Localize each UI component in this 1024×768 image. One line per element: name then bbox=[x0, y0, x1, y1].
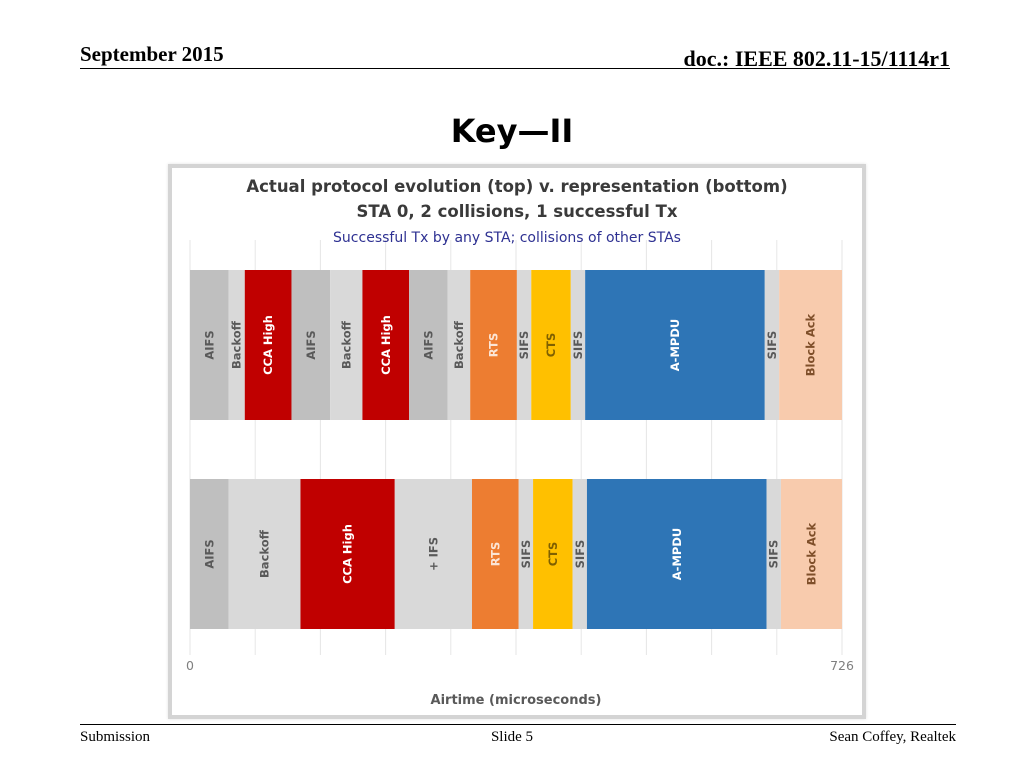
bar-segment-bottom-ifs bbox=[394, 479, 472, 629]
bar-label-top-block-ack: Block Ack bbox=[804, 313, 818, 376]
bar-segment-top-cts bbox=[531, 270, 571, 420]
bar-segment-bottom-cca-high bbox=[300, 479, 395, 629]
bar-label-bottom-rts: RTS bbox=[488, 542, 502, 566]
bar-label-top-aifs: AIFS bbox=[421, 330, 435, 359]
bar-label-top-cca-high: CCA High bbox=[261, 315, 275, 375]
x-tick-label-max: 726 bbox=[830, 658, 854, 673]
bar-segment-top-aifs bbox=[409, 270, 448, 420]
x-tick-label-min: 0 bbox=[186, 658, 194, 673]
bar-label-top-backoff: Backoff bbox=[230, 320, 244, 369]
footer-submission: Submission bbox=[80, 729, 151, 745]
protocol-chart: AIFS Backoff CCA High AIFS Backoff CCA High AI… bbox=[186, 177, 854, 708]
bar-label-top-aifs: AIFS bbox=[202, 330, 216, 359]
header-rule bbox=[80, 68, 950, 69]
bar-segment-bottom-backoff bbox=[228, 479, 301, 629]
bar-label-top-cca-high: CCA High bbox=[379, 315, 393, 375]
x-axis-label: Airtime (microseconds) bbox=[431, 693, 602, 708]
bar-segment-top-a-mpdu bbox=[585, 270, 765, 420]
bar-segment-top-cca-high bbox=[244, 270, 292, 420]
bar-segment-top-backoff bbox=[228, 270, 245, 420]
header-date: September 2015 bbox=[80, 42, 224, 66]
bar-layer: AIFS Backoff CCA High AIFS Backoff CCA High AI… bbox=[190, 270, 842, 629]
bar-label-top-rts: RTS bbox=[487, 333, 501, 357]
bar-label-bottom-cca-high: CCA High bbox=[341, 524, 355, 584]
bar-label-bottom-sifs: SIFS bbox=[767, 540, 781, 569]
bar-label-bottom-sifs: SIFS bbox=[573, 540, 587, 569]
footer-slide-number: Slide 5 bbox=[490, 729, 534, 745]
bar-label-top-sifs: SIFS bbox=[765, 331, 779, 360]
bar-label-bottom-aifs: AIFS bbox=[202, 539, 216, 568]
bar-segment-top-aifs bbox=[190, 270, 229, 420]
bar-segment-top-cca-high bbox=[362, 270, 410, 420]
slide-title: Key—II bbox=[450, 112, 574, 150]
bar-label-top-a-mpdu: A-MPDU bbox=[668, 319, 682, 371]
bar-label-top-aifs: AIFS bbox=[304, 330, 318, 359]
chart-annotation: Successful Tx by any STA; collisions of … bbox=[333, 230, 681, 246]
bar-segment-top-backoff bbox=[330, 270, 363, 420]
bar-segment-top-rts bbox=[470, 270, 517, 420]
bar-segment-bottom-a-mpdu bbox=[586, 479, 767, 629]
header-doc-id: doc.: IEEE 802.11-15/1114r1 bbox=[683, 46, 950, 71]
bar-segment-top-sifs bbox=[570, 270, 586, 420]
bar-segment-bottom-sifs bbox=[766, 479, 781, 629]
chart-subtitle: STA 0, 2 collisions, 1 successful Tx bbox=[357, 202, 678, 221]
bar-segment-bottom-sifs bbox=[518, 479, 534, 629]
bar-segment-bottom-cts bbox=[533, 479, 573, 629]
bar-label-bottom-cts: CTS bbox=[546, 542, 560, 567]
bar-segment-bottom-rts bbox=[471, 479, 519, 629]
bar-label-top-cts: CTS bbox=[544, 333, 558, 358]
bar-label-top-backoff: Backoff bbox=[339, 320, 353, 369]
bar-segment-bottom-aifs bbox=[190, 479, 229, 629]
bar-segment-top-sifs bbox=[764, 270, 780, 420]
bar-label-top-sifs: SIFS bbox=[571, 331, 585, 360]
bar-label-top-sifs: SIFS bbox=[517, 331, 531, 360]
bar-segment-bottom-sifs bbox=[572, 479, 587, 629]
bar-segment-top-sifs bbox=[516, 270, 532, 420]
footer-rule bbox=[80, 724, 956, 725]
bar-label-bottom-block-ack: Block Ack bbox=[804, 522, 818, 585]
chart-frame: AIFS Backoff CCA High AIFS Backoff CCA High AI… bbox=[168, 164, 866, 719]
footer-author: Sean Coffey, Realtek bbox=[829, 729, 956, 745]
bar-segment-top-aifs bbox=[291, 270, 331, 420]
bar-label-bottom-backoff: Backoff bbox=[258, 529, 272, 578]
bar-segment-top-block-ack bbox=[779, 270, 842, 420]
bar-segment-bottom-block-ack bbox=[780, 479, 842, 629]
bar-label-bottom-ifs: + IFS bbox=[426, 537, 440, 571]
bar-label-top-backoff: Backoff bbox=[452, 320, 466, 369]
chart-title: Actual protocol evolution (top) v. repre… bbox=[246, 177, 787, 196]
bar-label-bottom-a-mpdu: A-MPDU bbox=[670, 528, 684, 580]
bar-segment-top-backoff bbox=[447, 270, 471, 420]
bar-label-bottom-sifs: SIFS bbox=[519, 540, 533, 569]
